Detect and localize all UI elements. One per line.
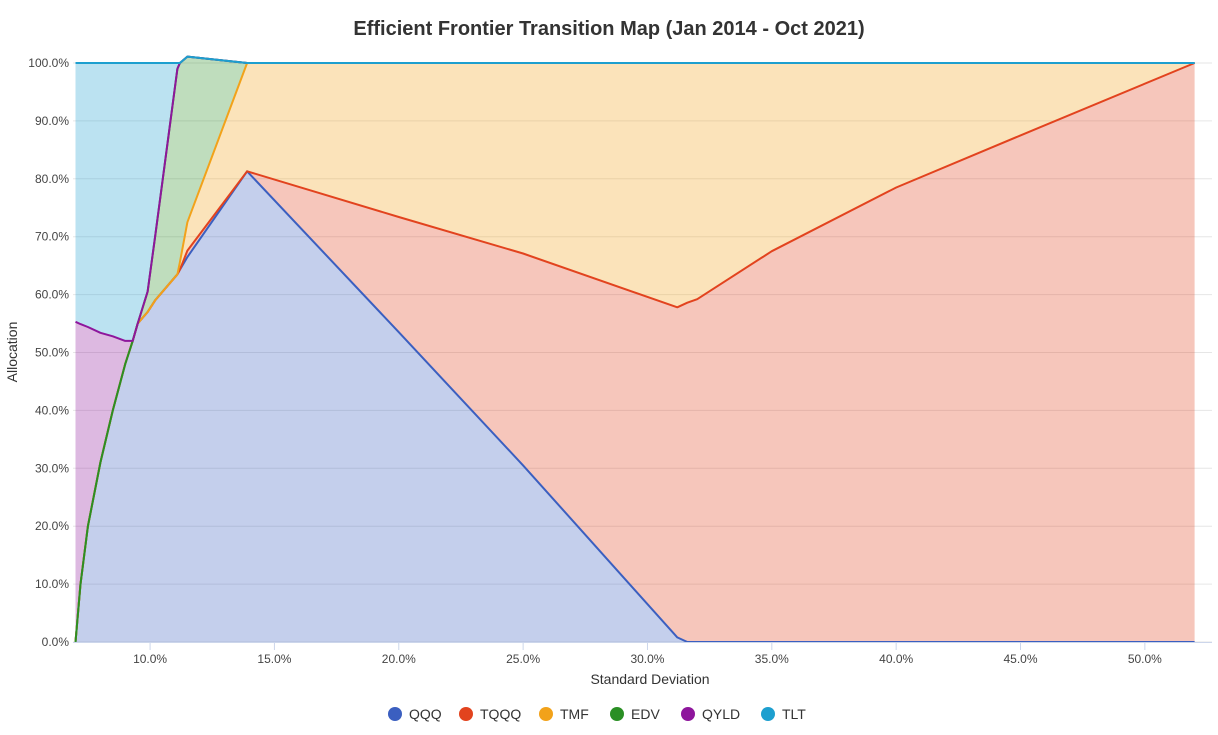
area-tqqq[interactable] <box>75 63 1195 642</box>
x-tick-label: 45.0% <box>1003 652 1037 666</box>
legend-label: TQQQ <box>480 706 521 722</box>
legend[interactable]: QQQ TQQQ TMF EDV QYLD TLT <box>388 706 806 722</box>
legend-item-tlt[interactable]: TLT <box>761 706 806 722</box>
x-axis-title: Standard Deviation <box>590 671 709 687</box>
legend-marker <box>459 707 473 721</box>
x-tick-label: 30.0% <box>630 652 664 666</box>
x-tick-label: 25.0% <box>506 652 540 666</box>
legend-label: TLT <box>782 706 806 722</box>
y-tick-label: 30.0% <box>35 461 69 475</box>
legend-marker <box>539 707 553 721</box>
legend-item-tqqq[interactable]: TQQQ <box>459 706 521 722</box>
legend-marker <box>681 707 695 721</box>
legend-label: QQQ <box>409 706 442 722</box>
legend-marker <box>388 707 402 721</box>
x-tick-label: 35.0% <box>755 652 789 666</box>
x-tick-label: 15.0% <box>257 652 291 666</box>
y-tick-label: 90.0% <box>35 114 69 128</box>
series-areas <box>75 56 1195 643</box>
line-tlt[interactable] <box>75 55 1195 64</box>
y-tick-label: 10.0% <box>35 577 69 591</box>
area-qqq[interactable] <box>75 171 1195 643</box>
x-tick-label: 50.0% <box>1128 652 1162 666</box>
y-tick-label: 20.0% <box>35 519 69 533</box>
y-tick-label: 100.0% <box>28 56 69 70</box>
legend-item-edv[interactable]: EDV <box>610 706 660 722</box>
axes: 0.0% 10.0% 20.0% 30.0% 40.0% 50.0% 60.0% 70.0% 8… <box>28 56 1212 666</box>
area-edv[interactable] <box>75 56 1195 643</box>
area-tmf[interactable] <box>75 63 1195 642</box>
legend-marker <box>761 707 775 721</box>
y-tick-label: 60.0% <box>35 288 69 302</box>
legend-item-tmf[interactable]: TMF <box>539 706 589 722</box>
legend-label: EDV <box>631 706 660 722</box>
y-tick-label: 70.0% <box>35 230 69 244</box>
x-tick-label: 40.0% <box>879 652 913 666</box>
y-tick-label: 80.0% <box>35 172 69 186</box>
x-tick-label: 20.0% <box>382 652 416 666</box>
y-tick-label: 0.0% <box>42 635 70 649</box>
y-tick-label: 50.0% <box>35 346 69 360</box>
chart-title: Efficient Frontier Transition Map (Jan 2… <box>353 18 865 40</box>
legend-label: QYLD <box>702 706 740 722</box>
y-tick-label: 40.0% <box>35 403 69 417</box>
y-axis-title: Allocation <box>4 322 20 383</box>
legend-item-qqq[interactable]: QQQ <box>388 706 442 722</box>
legend-label: TMF <box>560 706 589 722</box>
legend-item-qyld[interactable]: QYLD <box>681 706 740 722</box>
legend-marker <box>610 707 624 721</box>
x-tick-label: 10.0% <box>133 652 167 666</box>
